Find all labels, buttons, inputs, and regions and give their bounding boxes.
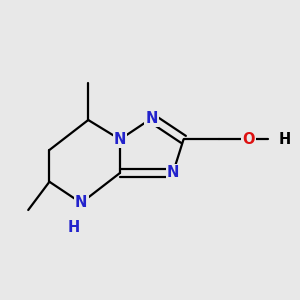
Text: N: N xyxy=(114,132,126,147)
Text: H: H xyxy=(68,220,80,235)
Text: O: O xyxy=(243,132,255,147)
Text: N: N xyxy=(75,195,87,210)
Text: N: N xyxy=(167,165,179,180)
Text: N: N xyxy=(146,111,158,126)
Text: H: H xyxy=(279,132,291,147)
